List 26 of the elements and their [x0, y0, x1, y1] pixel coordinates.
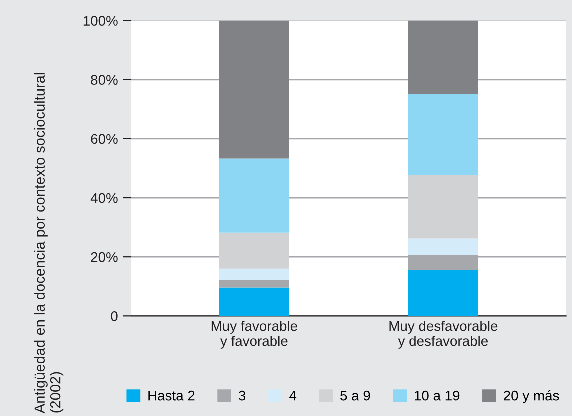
legend-label: Hasta 2	[148, 390, 195, 401]
bar	[219, 268, 290, 280]
x-tick-label: Muy favorable y favorable	[212, 321, 298, 349]
x-tick-label: Muy desfavorable y desfavorable	[390, 321, 498, 349]
y-tick-label: 60%	[91, 134, 118, 144]
y-tick-label: 80%	[91, 75, 118, 86]
y-tick-label: 100%	[84, 16, 118, 26]
y-tick-label: 20%	[91, 252, 118, 262]
legend-label: 5 a 9	[340, 390, 370, 401]
bar	[408, 270, 478, 316]
legend-label: 10 a 19	[415, 390, 460, 401]
bar	[408, 94, 478, 176]
bar	[408, 238, 478, 256]
y-tick-label: 0	[111, 311, 118, 322]
bar	[408, 175, 478, 239]
y-tick-label: 40%	[90, 193, 118, 204]
bar	[408, 20, 478, 94]
bar	[219, 20, 290, 159]
bar	[219, 232, 290, 269]
y-axis-title: Antigüedad en la docencia por contexto sociocultural (2002)	[34, 73, 64, 414]
legend-label: 4	[290, 391, 297, 401]
bar	[219, 288, 290, 316]
bar	[219, 280, 290, 288]
bar	[219, 158, 290, 233]
legend-label: 3	[238, 390, 246, 401]
legend-label: 20 y más	[504, 390, 560, 404]
